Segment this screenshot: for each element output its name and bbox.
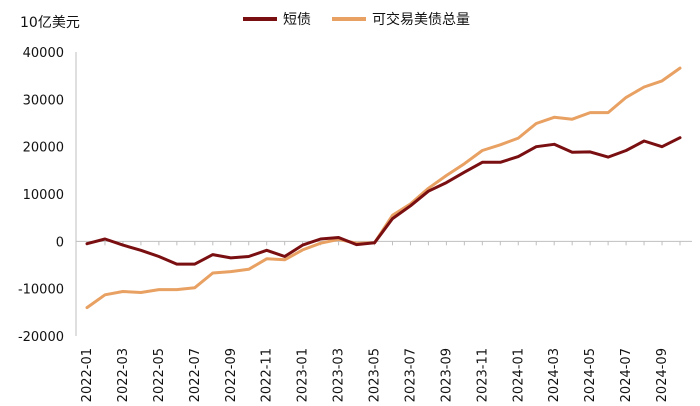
legend-label-total-marketable: 可交易美债总量 (372, 11, 470, 28)
x-tick-label: 2022-07 (188, 348, 203, 402)
x-tick-label: 2022-01 (80, 348, 95, 402)
y-tick-label: -20000 (18, 330, 64, 345)
x-tick-label: 2024-03 (547, 348, 562, 402)
y-tick-label: -10000 (18, 283, 64, 298)
y-tick-label: 10000 (23, 188, 64, 203)
y-tick-label: 20000 (23, 141, 64, 156)
legend-label-short-bonds: 短债 (283, 12, 311, 28)
plot-lines (76, 66, 692, 310)
x-tick-label: 2024-01 (511, 348, 526, 402)
series-line-total-marketable (85, 66, 682, 310)
y-unit-label: 10亿美元 (20, 15, 80, 31)
series-line-short-bonds (85, 136, 682, 266)
x-tick-label: 2023-11 (475, 348, 490, 402)
x-tick-label: 2023-05 (368, 348, 383, 402)
x-tick-label: 2023-07 (403, 348, 418, 402)
x-tick-label: 2023-01 (296, 348, 311, 402)
x-tick-label: 2023-09 (439, 348, 454, 402)
x-tick-label: 2024-07 (619, 348, 634, 402)
x-axis-ticks: 2022-01 2022-03 2022-05 2022-07 2022-09 2022-… (80, 241, 681, 402)
y-tick-label: 0 (56, 235, 64, 250)
x-tick-label: 2022-03 (116, 348, 131, 402)
y-axis-ticks: 40000 30000 20000 10000 0 -10000 -20000 (18, 46, 64, 345)
x-tick-label: 2022-09 (224, 348, 239, 402)
x-tick-label: 2024-05 (583, 348, 598, 402)
y-tick-label: 40000 (23, 46, 64, 61)
legend: 短债 可交易美债总量 (243, 11, 470, 28)
x-tick-label: 2023-03 (332, 348, 347, 402)
x-tick-label: 2022-05 (152, 348, 167, 402)
x-tick-label: 2022-11 (260, 348, 275, 402)
y-tick-label: 30000 (23, 93, 64, 108)
x-tick-label: 2024-09 (655, 348, 670, 402)
